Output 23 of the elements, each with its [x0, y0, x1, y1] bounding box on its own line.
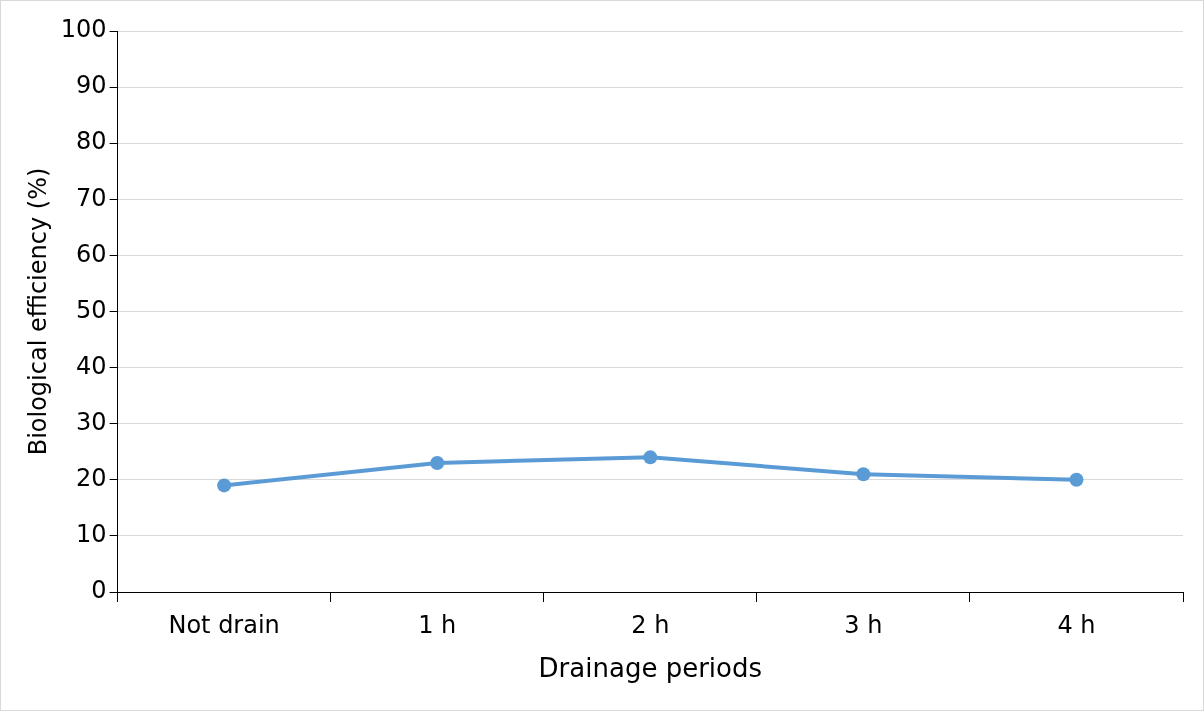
y-tick-label: 60 — [76, 239, 107, 268]
point — [430, 455, 445, 470]
point — [1069, 472, 1084, 487]
y-axis-title: Biological efficiency (%) — [23, 167, 52, 456]
y-tick-label: 70 — [76, 183, 107, 212]
y-tick-label: 40 — [76, 351, 107, 380]
y-tick-label: 80 — [76, 127, 107, 156]
x-tick-label: Not drain — [168, 610, 280, 639]
point — [856, 467, 871, 482]
point — [643, 450, 658, 465]
x-tick-label: 1 h — [418, 610, 457, 639]
y-tick-label: 100 — [60, 15, 107, 44]
x-tick-label: 2 h — [631, 610, 670, 639]
x-tick-label: 3 h — [844, 610, 883, 639]
y-tick-label: 10 — [76, 520, 107, 549]
point — [217, 478, 232, 493]
y-tick-label: 90 — [76, 71, 107, 100]
y-tick-label: 0 — [91, 576, 107, 605]
y-tick-label: 50 — [76, 295, 107, 324]
x-axis-title: Drainage periods — [538, 653, 763, 684]
y-tick-label: 20 — [76, 464, 107, 493]
x-tick-label: 4 h — [1057, 610, 1096, 639]
y-tick-label: 30 — [76, 407, 107, 436]
